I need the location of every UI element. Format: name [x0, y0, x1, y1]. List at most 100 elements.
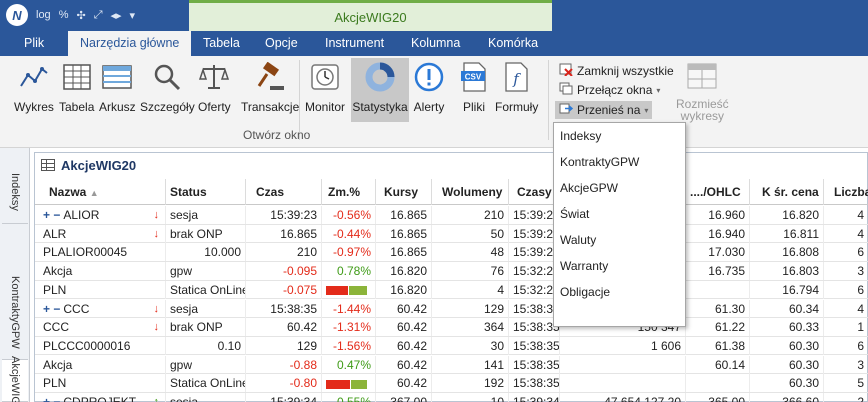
formuly-button[interactable]: f Formuły: [495, 58, 538, 122]
cell-wol: 76: [432, 262, 509, 281]
transakcje-button[interactable]: Transakcje: [241, 58, 299, 122]
cell-kursy: 16.820: [376, 262, 432, 281]
side-tab-indeksy[interactable]: Indeksy: [2, 160, 28, 224]
close-all-button[interactable]: Zamknij wszystkie: [559, 62, 674, 80]
cell-status: brak ONP: [166, 318, 246, 337]
table-row[interactable]: PLN Statica OnLine -0.075 16.820 4 15:32:22 16…: [35, 280, 868, 300]
move-to-chevron-icon: ▾: [644, 105, 649, 115]
cell-obrot: [560, 374, 686, 393]
column-header-wolumeny[interactable]: Wolumeny: [432, 179, 509, 205]
menu-item-obligacje[interactable]: Obligacje: [560, 285, 611, 299]
szczegoly-button[interactable]: Szczegóły: [140, 58, 195, 122]
table-row[interactable]: + − CCC ↓ sesja 15:38:35 -1.44% 60.42 129 15:38:…: [35, 299, 868, 318]
column-header-k-sr-cena[interactable]: K śr. cena: [750, 179, 824, 205]
alerty-button[interactable]: Alerty: [413, 58, 445, 122]
table-row[interactable]: Akcja gpw -0.095 0.78% 16.820 76 15:32:22 16.73…: [35, 262, 868, 281]
tab-instrument[interactable]: Instrument: [325, 36, 385, 50]
table-row[interactable]: + − ALIOR ↓ sesja 15:39:23 -0.56% 16.865 210 15:…: [35, 206, 868, 225]
trend-down-icon: ↓: [153, 302, 160, 315]
cell-lk: 4: [824, 300, 868, 318]
qat-percent-icon[interactable]: %: [58, 9, 69, 21]
cell-zm: 0.55%: [322, 393, 376, 402]
cell-czasy: 15:38:35: [509, 336, 560, 355]
instrument-name: PLN: [43, 376, 67, 391]
cell-status: gpw: [166, 355, 246, 374]
cell-wol: 50: [432, 224, 509, 243]
wykres-button[interactable]: Wykres: [14, 58, 54, 122]
switch-window-button[interactable]: Przełącz okna ▾: [559, 81, 660, 99]
column-header-czas[interactable]: Czas: [246, 179, 322, 205]
app-logo[interactable]: N: [6, 4, 28, 26]
cell-ohlc: 61.22: [686, 318, 750, 337]
cell-zm: 0.78%: [322, 262, 376, 281]
table-icon: [62, 58, 92, 96]
arkusz-button[interactable]: Arkusz: [99, 58, 136, 122]
qat-customize-icon[interactable]: ▾: [129, 9, 136, 22]
instrument-name: Akcja: [43, 357, 73, 372]
tabela-button[interactable]: Tabela: [59, 58, 94, 122]
column-header-nazwa[interactable]: Nazwa ▲: [35, 179, 166, 205]
table-row[interactable]: + − CDPROJEKT ↑ sesja 15:39:34 0.55% 367.00 10 1…: [35, 393, 868, 402]
cell-status: brak ONP: [166, 224, 246, 243]
menu-item-indeksy[interactable]: Indeksy: [560, 129, 602, 143]
table-row[interactable]: CCC ↓ brak ONP 60.42 -1.31% 60.42 364 15:38:35 1…: [35, 318, 868, 337]
side-tab-akcjewig[interactable]: AkcjeWIG: [2, 356, 28, 402]
cell-wol: 10: [432, 393, 509, 402]
cell-status: Statica OnLine: [166, 374, 246, 393]
table-row[interactable]: PLCCC0000016 0.10 129 -1.56% 60.42 30 15:38:35…: [35, 336, 868, 356]
arrange-charts-label: Rozmieść wykresy: [676, 98, 729, 122]
pliki-button[interactable]: CSV Pliki: [460, 58, 488, 122]
tab-kolumna[interactable]: Kolumna: [411, 36, 461, 50]
expand-collapse-icon[interactable]: + −: [43, 395, 61, 402]
statystyka-button[interactable]: Statystyka: [351, 58, 409, 122]
svg-text:CSV: CSV: [465, 73, 482, 82]
move-to-button[interactable]: Przenieś na ▾: [555, 101, 653, 119]
column-header-status[interactable]: Status: [166, 179, 246, 205]
formula-icon: f: [502, 58, 532, 96]
cell-wol: 4: [432, 280, 509, 299]
qat-expand-icon[interactable]: ⤢: [93, 8, 103, 21]
menu-item-warranty[interactable]: Warranty: [560, 259, 609, 273]
ribbon-tabs: Plik Narzędzia główne Tabela Opcje Instr…: [0, 31, 868, 56]
cell-status: 10.000: [166, 243, 246, 262]
column-header-liczba-k[interactable]: Liczba K: [824, 179, 868, 205]
transakcje-label: Transakcje: [241, 100, 300, 114]
oferty-button[interactable]: Oferty: [198, 58, 231, 122]
cell-ksr: 16.803: [750, 262, 824, 281]
instrument-name: CCC: [63, 301, 90, 316]
qat-log-icon[interactable]: log: [36, 9, 51, 21]
cell-kursy: 60.42: [376, 374, 432, 393]
tabela-label: Tabela: [59, 100, 95, 114]
cell-wol: 30: [432, 336, 509, 355]
side-panel: Indeksy KontraktyGPW AkcjeWIG: [0, 148, 30, 402]
arrange-charts-button[interactable]: Rozmieść wykresy: [676, 58, 729, 122]
quotes-grid-window: AkcjeWIG20 Nazwa ▲ Status Czas Zm.% Kurs…: [34, 152, 868, 402]
tab-narzedzia-glowne[interactable]: Narzędzia główne: [68, 31, 192, 56]
side-tab-kontraktygpw[interactable]: KontraktyGPW: [2, 266, 28, 360]
menu-item-akcjegpw[interactable]: AkcjeGPW: [560, 181, 619, 195]
monitor-button[interactable]: Monitor: [305, 58, 345, 122]
tab-opcje[interactable]: Opcje: [265, 36, 298, 50]
tab-plik[interactable]: Plik: [24, 36, 45, 50]
menu-item-kontraktygpw[interactable]: KontraktyGPW: [560, 155, 640, 169]
column-header-ohlc[interactable]: ..../OHLC: [686, 179, 750, 205]
alerty-label: Alerty: [413, 100, 445, 114]
table-row[interactable]: ALR ↓ brak ONP 16.865 -0.44% 16.865 50 15:39:23…: [35, 224, 868, 244]
tab-tabela[interactable]: Tabela: [203, 36, 240, 50]
tab-komorka[interactable]: Komórka: [488, 36, 539, 50]
menu-item-waluty[interactable]: Waluty: [560, 233, 597, 247]
expand-collapse-icon[interactable]: + −: [43, 301, 61, 316]
qat-arrows-icon[interactable]: ◂▸: [110, 9, 122, 22]
cell-name: Akcja: [35, 262, 166, 281]
column-header-kursy[interactable]: Kursy: [376, 179, 432, 205]
table-row[interactable]: PLN Statica OnLine -0.80 60.42 192 15:38:35 60…: [35, 374, 868, 393]
expand-collapse-icon[interactable]: + −: [43, 208, 61, 222]
menu-item-swiat[interactable]: Świat: [560, 207, 590, 221]
table-row[interactable]: PLALIOR00045 10.000 210 -0.97% 16.865 48 15:39…: [35, 243, 868, 262]
table-row[interactable]: Akcja gpw -0.88 0.47% 60.42 141 15:38:35 60.14 6…: [35, 355, 868, 375]
grid-title-bar: AkcjeWIG20: [35, 153, 867, 177]
qat-crosshair-icon[interactable]: ✣: [76, 9, 86, 22]
cell-ksr: 60.33: [750, 318, 824, 337]
cell-kursy: 60.42: [376, 318, 432, 337]
column-header-zm[interactable]: Zm.%: [322, 179, 376, 205]
